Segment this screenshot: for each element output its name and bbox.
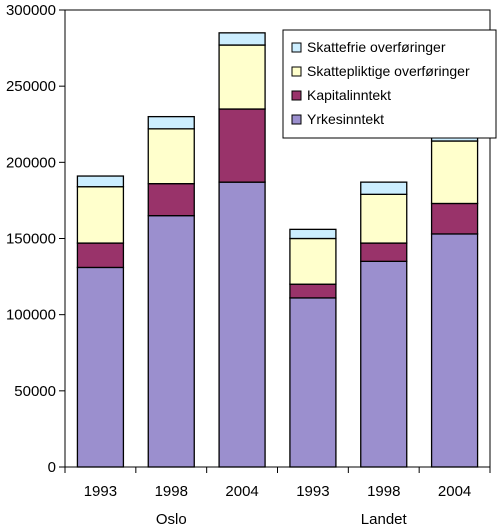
bar-segment-yrkesinntekt-4 [360, 260, 408, 468]
x-tick-label: 2004 [225, 483, 258, 500]
y-tick-label: 0 [48, 459, 56, 476]
legend-swatch [291, 90, 302, 101]
bar-segment-kapitalinntekt-4 [360, 242, 408, 263]
bar-segment-skattefrie-overf-ringer-4 [360, 181, 408, 195]
y-tick-label: 100000 [6, 307, 56, 324]
y-tick-label: 300000 [6, 2, 56, 19]
bar-segment-kapitalinntekt-3 [289, 283, 337, 299]
x-group-label-oslo: Oslo [156, 511, 187, 528]
legend-label: Yrkesinntekt [307, 111, 384, 127]
x-axis: 1993 1998 2004 1993 1998 2004 Oslo Landet [64, 467, 491, 528]
bars-layer [76, 32, 479, 468]
bar-segment-kapitalinntekt-1 [147, 183, 195, 217]
bar-segment-yrkesinntekt-3 [289, 297, 337, 468]
bar-segment-yrkesinntekt-2 [218, 181, 266, 468]
legend-label: Skattefrie overføringer [307, 39, 446, 55]
y-tick-label: 150000 [6, 231, 56, 248]
x-tick-label: 1998 [367, 483, 400, 500]
bar-segment-skattepliktige-overf-ringer-4 [360, 193, 408, 244]
x-tick-label: 1998 [155, 483, 188, 500]
bar-segment-skattepliktige-overf-ringer-1 [147, 128, 195, 185]
bar-segment-yrkesinntekt-1 [147, 214, 195, 468]
bar-segment-skattepliktige-overf-ringer-5 [430, 140, 479, 205]
y-tick-label: 50000 [14, 383, 56, 400]
x-tick-label: 1993 [296, 483, 329, 500]
bar-segment-skattefrie-overf-ringer-2 [218, 32, 266, 46]
x-tick-label: 2004 [438, 483, 471, 500]
bar-segment-skattefrie-overf-ringer-3 [289, 228, 337, 240]
bar-segment-yrkesinntekt-5 [430, 233, 479, 468]
legend-box [282, 29, 497, 139]
legend-swatch [291, 42, 302, 53]
legend-swatch [291, 114, 302, 125]
bar-segment-kapitalinntekt-0 [76, 242, 125, 269]
bar-segment-skattepliktige-overf-ringer-3 [289, 237, 337, 285]
x-tick-label: 1993 [84, 483, 117, 500]
bar-segment-skattepliktige-overf-ringer-2 [218, 44, 266, 110]
legend-swatch [291, 66, 302, 77]
y-tick-label: 250000 [6, 78, 56, 95]
legend-label: Kapitalinntekt [307, 87, 391, 103]
x-group-label-landet: Landet [361, 511, 408, 528]
y-axis: 0 50000 100000 150000 200000 250000 300000 [6, 2, 65, 476]
bar-segment-kapitalinntekt-5 [430, 202, 479, 235]
bar-segment-yrkesinntekt-0 [76, 266, 125, 468]
bar-segment-kapitalinntekt-2 [218, 108, 266, 183]
y-tick-label: 200000 [6, 154, 56, 171]
legend: Skattefrie overføringer Skattepliktige ov… [282, 29, 497, 139]
bar-segment-skattefrie-overf-ringer-0 [76, 175, 125, 188]
bar-segment-skattefrie-overf-ringer-1 [147, 115, 195, 130]
legend-label: Skattepliktige overføringer [307, 63, 470, 79]
bar-segment-skattepliktige-overf-ringer-0 [76, 186, 125, 244]
